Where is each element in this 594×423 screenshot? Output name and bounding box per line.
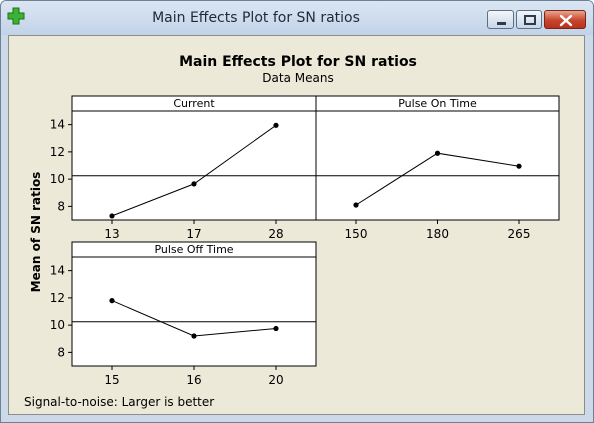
x-tick-label-pulse-off-time: 20 [268,373,283,387]
data-point-pulse-on-time [434,150,441,156]
panel-frame-pulse-off-time [71,241,317,367]
green-plus-icon [7,7,25,25]
data-point-pulse-on-time [353,202,359,208]
y-tick-label: 10 [50,318,65,332]
x-tick-label-current: 17 [186,227,201,241]
window-title: Main Effects Plot for SN ratios [152,10,360,26]
y-tick-label: 8 [57,345,65,359]
minimize-button[interactable] [487,10,514,29]
data-point-current [191,181,197,187]
x-tick-label-current: 13 [104,227,119,241]
y-tick-label: 14 [50,118,65,132]
x-tick-label-current: 28 [268,227,283,241]
main-effects-chart: Main Effects Plot for SN ratios Data Mea… [24,54,560,409]
close-icon [559,14,573,27]
x-tick-label-pulse-on-time: 180 [426,227,449,241]
panel-frame-pulse-on-time [315,95,560,221]
y-tick-label: 14 [50,264,65,278]
data-point-pulse-off-time [273,325,279,332]
data-point-current [109,213,115,219]
x-tick-label-pulse-on-time: 150 [345,227,368,241]
y-axis-label: Mean of SN ratios [29,172,43,293]
chart-title: Main Effects Plot for SN ratios [179,54,417,70]
maximize-icon [524,15,536,25]
data-point-pulse-on-time [516,163,522,169]
title-bar[interactable]: Main Effects Plot for SN ratios [1,1,593,35]
panels-group: Current 8 10 12 14 13 17 28 Pulse On Time 150 180 2… [50,95,560,387]
panel-label-current: Current [173,97,215,110]
panel-frame-current [71,95,317,221]
panel-label-pulse-off-time: Pulse Off Time [154,243,233,256]
y-tick-label: 8 [57,199,65,213]
plot-client-area: Main Effects Plot for SN ratios Data Mea… [8,35,585,415]
footnote: Signal-to-noise: Larger is better [24,395,214,409]
maximize-button[interactable] [516,10,542,29]
panel-label-pulse-on-time: Pulse On Time [398,97,477,110]
data-point-pulse-off-time [109,298,115,304]
x-tick-label-pulse-off-time: 16 [186,373,201,387]
chart-subtitle: Data Means [262,71,333,85]
data-point-pulse-off-time [191,333,197,339]
y-tick-label: 12 [50,291,65,305]
data-point-current [273,122,279,128]
minimize-icon [497,22,506,25]
close-button[interactable] [544,10,586,29]
y-tick-label: 10 [50,172,65,186]
y-tick-label: 12 [50,145,65,159]
x-tick-label-pulse-off-time: 15 [104,373,119,387]
x-tick-label-pulse-on-time: 265 [508,227,531,241]
